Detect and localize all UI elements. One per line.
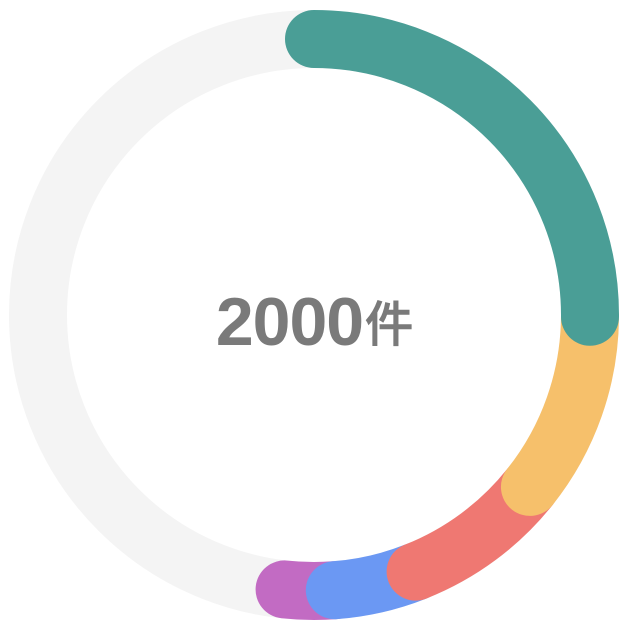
donut-slice-1 xyxy=(285,10,619,346)
total-unit: 件 xyxy=(365,297,413,353)
donut-slices xyxy=(255,10,619,620)
center-total-label: 2000 件 xyxy=(0,282,628,362)
total-value: 2000 xyxy=(215,284,364,360)
